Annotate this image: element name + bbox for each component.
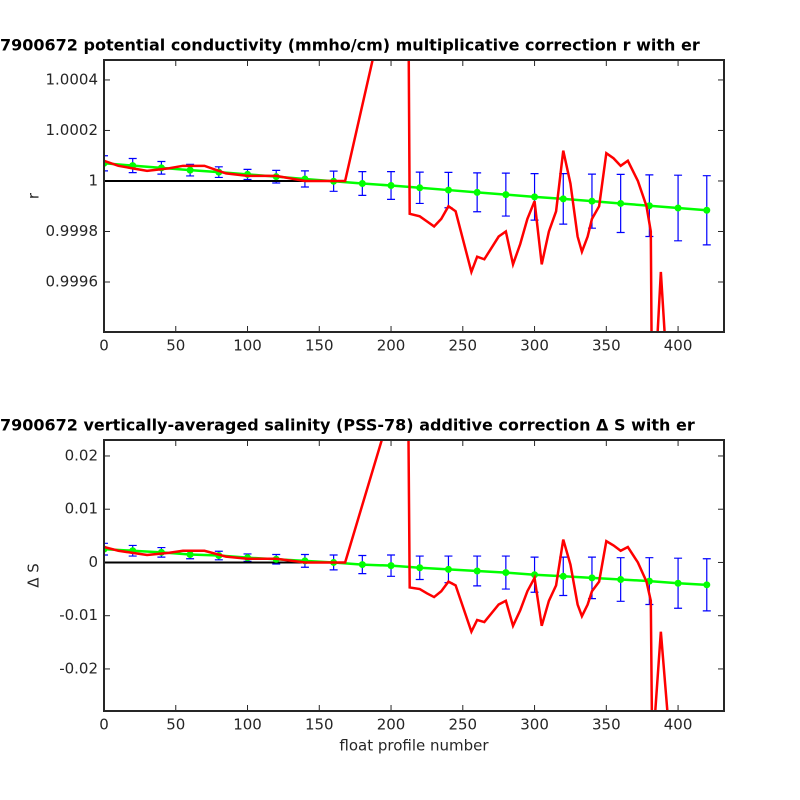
x-tick-label: 0 [99, 337, 109, 355]
fit-marker [444, 186, 452, 194]
series-line [104, 60, 666, 332]
fit-marker [186, 550, 194, 558]
x-tick-label: 200 [377, 716, 406, 734]
series-line [104, 547, 707, 587]
x-tick-label: 150 [305, 337, 334, 355]
series-line [104, 162, 707, 212]
fit-marker [358, 179, 366, 187]
fit-marker [531, 193, 539, 201]
series-line [104, 440, 669, 711]
fit-marker [617, 575, 625, 583]
fit-marker [473, 188, 481, 196]
fit-marker [502, 569, 510, 577]
fit-marker [416, 184, 424, 192]
fit-marker [387, 182, 395, 190]
fit-marker [444, 565, 452, 573]
x-tick-label: 400 [664, 716, 693, 734]
fit-marker [617, 199, 625, 207]
plot-area [104, 440, 724, 711]
y-tick-label: 1.0002 [46, 121, 99, 139]
x-tick-label: 350 [592, 337, 621, 355]
plot-content [104, 60, 711, 332]
fit-marker [416, 564, 424, 572]
plot-content [104, 440, 711, 711]
x-tick-label: 0 [99, 716, 109, 734]
error-bar [104, 542, 108, 556]
x-tick-label: 250 [448, 337, 477, 355]
subplot: 7900672 vertically-averaged salinity (PS… [0, 416, 725, 755]
x-tick-label: 300 [520, 337, 549, 355]
fit-marker [473, 567, 481, 575]
x-tick-label: 300 [520, 716, 549, 734]
y-axis-label: r [25, 192, 43, 199]
axes-box [103, 439, 725, 712]
fit-marker [358, 561, 366, 569]
y-axis-label: Δ S [25, 563, 43, 588]
x-tick-label: 100 [233, 716, 262, 734]
fit-marker [588, 574, 596, 582]
y-tick-label: 0.9996 [46, 272, 99, 290]
y-tick-label: -0.02 [59, 659, 98, 677]
fit-marker [674, 204, 682, 212]
subplot: 7900672 potential conductivity (mmho/cm)… [0, 36, 725, 355]
y-tick-label: 1.0004 [46, 70, 99, 88]
fit-marker [559, 572, 567, 580]
y-tick-label: 0.9998 [46, 222, 99, 240]
fit-marker [186, 166, 194, 174]
x-tick-label: 400 [664, 337, 693, 355]
x-tick-label: 50 [166, 337, 185, 355]
fit-marker [703, 206, 711, 214]
y-tick-label: 1 [88, 171, 98, 189]
x-tick-label: 100 [233, 337, 262, 355]
fit-marker [531, 571, 539, 579]
x-tick-label: 150 [305, 716, 334, 734]
chart-title: 7900672 vertically-averaged salinity (PS… [0, 416, 695, 435]
x-tick-label: 200 [377, 337, 406, 355]
y-tick-label: 0.02 [65, 446, 98, 464]
x-tick-label: 250 [448, 716, 477, 734]
axes-box [103, 59, 725, 333]
fit-marker [588, 197, 596, 205]
error-bar [104, 155, 108, 172]
fit-marker [703, 581, 711, 589]
x-tick-label: 350 [592, 716, 621, 734]
y-tick-label: 0.01 [65, 500, 98, 518]
chart-title: 7900672 potential conductivity (mmho/cm)… [0, 36, 700, 55]
fit-marker [502, 191, 510, 199]
fit-marker [674, 579, 682, 587]
plot-area [104, 60, 724, 332]
x-tick-label: 50 [166, 716, 185, 734]
x-axis-label: float profile number [339, 737, 489, 755]
fit-marker [387, 562, 395, 570]
y-tick-label: -0.01 [59, 606, 98, 624]
y-tick-label: 0 [88, 553, 98, 571]
fit-marker [559, 195, 567, 203]
